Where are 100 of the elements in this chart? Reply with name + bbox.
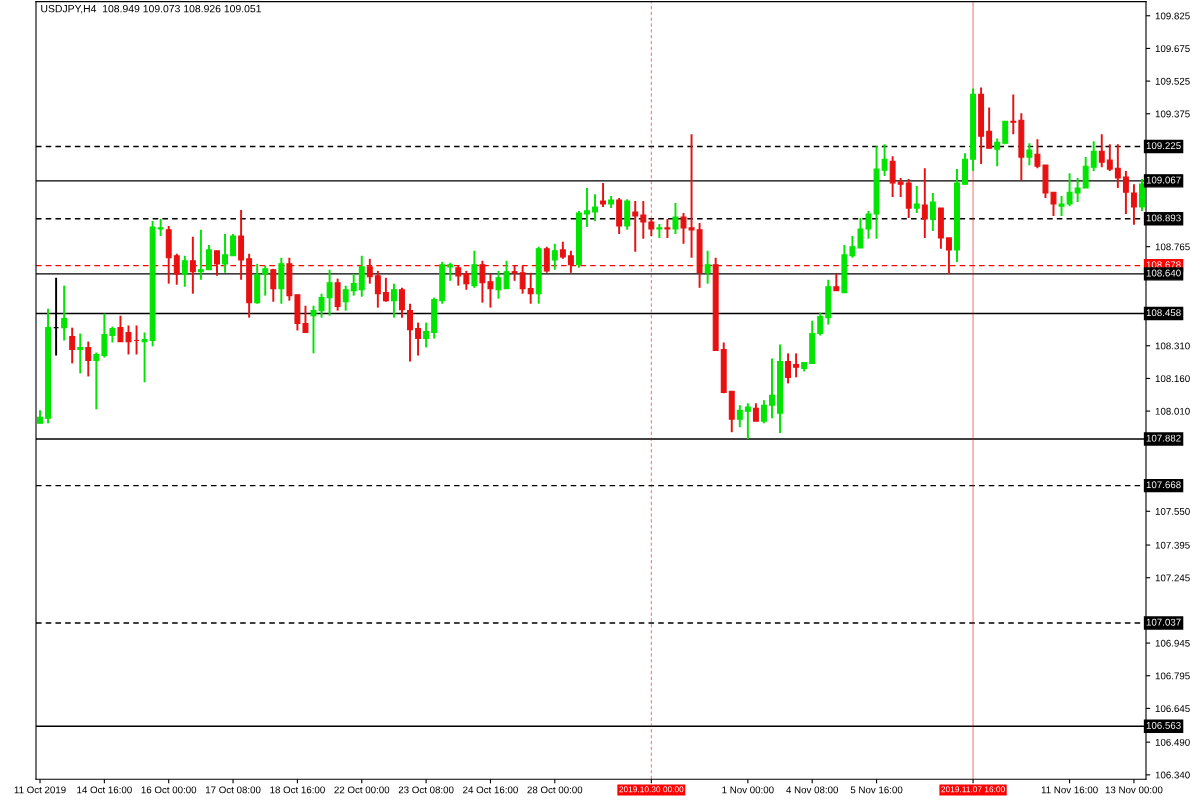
candlestick xyxy=(889,155,896,198)
y-tick-label: 109.825 xyxy=(1155,12,1190,20)
candlestick xyxy=(1058,195,1065,217)
candlestick xyxy=(463,269,470,291)
candlestick xyxy=(1066,172,1073,208)
candlestick xyxy=(1082,156,1089,190)
candlestick xyxy=(189,235,196,295)
candlestick xyxy=(214,249,220,277)
x-tick-label: 16 Oct 00:00 xyxy=(141,786,197,794)
candlestick xyxy=(600,182,607,208)
candlestick xyxy=(173,252,180,286)
candlestick xyxy=(1026,142,1033,167)
candlestick xyxy=(197,228,204,281)
candlestick xyxy=(632,200,639,253)
ref-line-label: 108.458 xyxy=(1146,309,1181,317)
y-tick-label: 109.375 xyxy=(1155,110,1190,118)
candlestick xyxy=(736,404,743,429)
candlestick xyxy=(817,311,824,337)
x-tick-label: 18 Oct 16:00 xyxy=(270,786,325,794)
candlestick xyxy=(769,357,775,420)
candlestick xyxy=(511,264,518,282)
candlestick xyxy=(793,352,800,379)
candlestick xyxy=(342,284,349,312)
candlestick xyxy=(1106,143,1113,173)
candlestick xyxy=(1139,178,1145,212)
ref-line-label: 107.037 xyxy=(1146,618,1181,626)
y-tick-label: 107.550 xyxy=(1155,508,1190,515)
candlestick xyxy=(986,106,993,150)
candlestick xyxy=(1074,177,1081,203)
candlestick xyxy=(77,332,84,375)
candlestick xyxy=(302,304,309,334)
candlestick xyxy=(358,254,365,298)
x-tick-label: 28 Oct 00:00 xyxy=(527,786,583,794)
candlestick xyxy=(1090,140,1097,173)
candlestick xyxy=(262,264,269,297)
candlestick xyxy=(222,233,228,274)
candlestick xyxy=(93,351,100,411)
x-tick-label: 11 Nov 16:00 xyxy=(1041,786,1098,794)
y-tick-label: 108.765 xyxy=(1155,243,1190,251)
chart-title: USDJPY,H4 108.949 109.073 108.926 109.051 xyxy=(41,4,261,14)
candlestick xyxy=(744,402,751,440)
candlestick xyxy=(366,257,373,285)
candlestick xyxy=(913,185,920,215)
x-tick-label: 23 Oct 08:00 xyxy=(398,786,454,794)
candlestick xyxy=(897,177,904,198)
candlestick xyxy=(584,187,590,229)
y-tick-label: 108.310 xyxy=(1155,342,1190,350)
candlestick xyxy=(1130,183,1137,226)
candlestick xyxy=(479,259,486,304)
candlestick xyxy=(181,254,188,288)
y-tick-label: 106.945 xyxy=(1155,639,1190,647)
candlestick xyxy=(945,236,952,275)
candlestick xyxy=(374,269,381,309)
candlestick xyxy=(423,321,430,349)
candlestick xyxy=(592,193,598,222)
ref-line-label: 108.640 xyxy=(1146,269,1181,277)
ref-line-label: 106.563 xyxy=(1146,722,1181,729)
candlestick xyxy=(326,268,333,317)
candlestick xyxy=(230,233,237,257)
y-tick-label: 106.795 xyxy=(1155,672,1190,680)
ref-line-label: 107.668 xyxy=(1146,481,1181,489)
candlestick xyxy=(929,192,936,232)
candlestick xyxy=(704,249,711,285)
y-tick-label: 106.645 xyxy=(1155,705,1190,713)
candlestick xyxy=(415,321,422,357)
candlestick xyxy=(270,267,277,303)
candlestick xyxy=(672,202,679,235)
candlestick xyxy=(519,264,526,295)
candlestick xyxy=(334,277,341,312)
candlestick xyxy=(471,249,478,289)
y-tick-label: 106.490 xyxy=(1155,738,1190,746)
candlestick xyxy=(785,352,792,385)
candlestick xyxy=(141,331,148,384)
candlestick xyxy=(1114,143,1121,190)
y-tick-label: 107.395 xyxy=(1155,541,1190,549)
y-tick-label: 108.160 xyxy=(1155,375,1190,383)
candlestick xyxy=(527,271,534,305)
candlestick xyxy=(849,235,856,259)
candlestick xyxy=(407,302,413,363)
x-tick-label: 2019.11.07 16:00 xyxy=(941,786,1005,793)
candlestick xyxy=(664,218,671,239)
candlestick xyxy=(85,340,92,378)
x-tick-label: 22 Oct 00:00 xyxy=(334,786,390,794)
candlestick xyxy=(382,276,389,303)
candlestick xyxy=(1010,93,1017,136)
candlestick xyxy=(921,167,928,239)
x-tick-label: 2019.10.30 00:00 xyxy=(619,786,684,793)
y-tick-label: 106.340 xyxy=(1155,771,1190,779)
y-tick-label: 108.010 xyxy=(1155,407,1190,415)
ref-line-label: 107.882 xyxy=(1146,434,1181,442)
x-tick-label: 14 Oct 16:00 xyxy=(77,786,132,794)
candlestick xyxy=(399,286,405,319)
x-tick-label: 1 Nov 00:00 xyxy=(722,786,774,794)
ref-line-label: 108.893 xyxy=(1146,214,1181,222)
candlestick xyxy=(881,143,888,178)
candlestick xyxy=(551,242,558,271)
candlestick xyxy=(567,249,574,274)
candlestick xyxy=(760,399,767,425)
x-tick-label: 13 Nov 00:00 xyxy=(1105,786,1163,794)
candlestick xyxy=(543,245,550,274)
